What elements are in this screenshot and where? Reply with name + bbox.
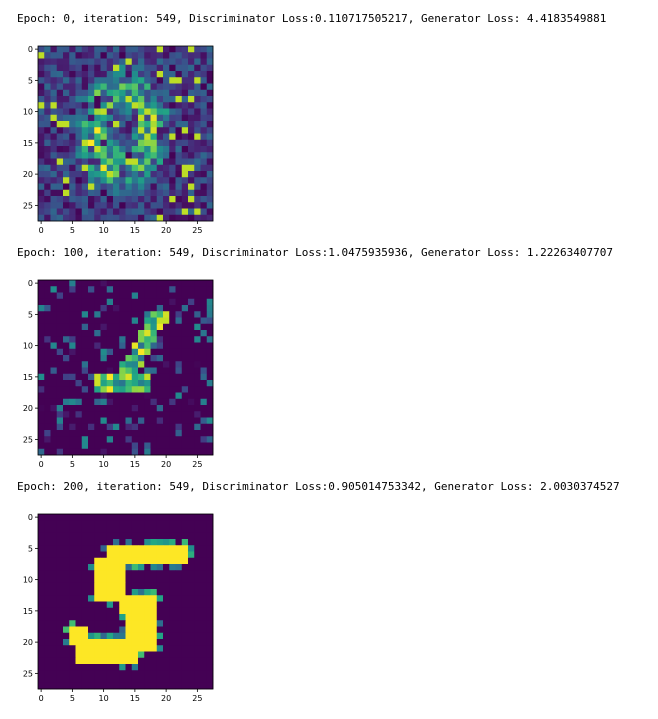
y-tick-label: 20 bbox=[23, 638, 33, 647]
plot-frame bbox=[37, 45, 214, 222]
generated-image-plot-epoch-0: 0 5 10 15 20 25 0 5 10 15 20 25 bbox=[23, 45, 214, 235]
x-tick-label: 5 bbox=[70, 460, 75, 469]
y-tick-label: 15 bbox=[23, 607, 33, 616]
y-tick-label: 15 bbox=[23, 373, 33, 382]
y-tick-label: 0 bbox=[28, 45, 33, 54]
y-tick-label: 20 bbox=[23, 170, 33, 179]
y-tick-label: 5 bbox=[28, 76, 33, 85]
x-tick-label: 15 bbox=[130, 460, 140, 469]
x-tick-label: 25 bbox=[192, 226, 202, 235]
log-line-epoch-0: Epoch: 0, iteration: 549, Discriminator … bbox=[17, 12, 607, 25]
y-tick-label: 25 bbox=[23, 669, 33, 678]
x-tick-label: 15 bbox=[130, 694, 140, 703]
x-tick-label: 0 bbox=[39, 694, 44, 703]
generated-image-plot-epoch-100: 0 5 10 15 20 25 0 5 10 15 20 25 bbox=[23, 279, 214, 469]
y-tick-label: 25 bbox=[23, 201, 33, 210]
x-tick-label: 10 bbox=[99, 694, 109, 703]
x-tick-label: 20 bbox=[161, 694, 171, 703]
y-tick-label: 25 bbox=[23, 435, 33, 444]
log-line-epoch-100: Epoch: 100, iteration: 549, Discriminato… bbox=[17, 246, 614, 259]
y-tick-label: 5 bbox=[28, 310, 33, 319]
log-line-epoch-200: Epoch: 200, iteration: 549, Discriminato… bbox=[17, 480, 620, 493]
heatmap-image bbox=[38, 280, 214, 456]
x-tick-label: 0 bbox=[39, 226, 44, 235]
plot-frame bbox=[37, 513, 214, 690]
x-tick-label: 20 bbox=[161, 460, 171, 469]
heatmap-image bbox=[38, 46, 214, 222]
x-tick-label: 25 bbox=[192, 694, 202, 703]
y-tick-label: 5 bbox=[28, 544, 33, 553]
x-tick-label: 10 bbox=[99, 460, 109, 469]
y-tick-label: 0 bbox=[28, 279, 33, 288]
y-tick-label: 10 bbox=[23, 108, 33, 117]
y-tick-label: 10 bbox=[23, 342, 33, 351]
x-tick-label: 10 bbox=[99, 226, 109, 235]
y-tick-label: 20 bbox=[23, 404, 33, 413]
plot-frame bbox=[37, 279, 214, 456]
x-tick-label: 5 bbox=[70, 694, 75, 703]
x-tick-label: 5 bbox=[70, 226, 75, 235]
x-tick-label: 25 bbox=[192, 460, 202, 469]
x-tick-label: 20 bbox=[161, 226, 171, 235]
heatmap-image bbox=[38, 514, 214, 690]
y-tick-label: 0 bbox=[28, 513, 33, 522]
x-tick-label: 0 bbox=[39, 460, 44, 469]
y-tick-label: 10 bbox=[23, 576, 33, 585]
x-tick-label: 15 bbox=[130, 226, 140, 235]
generated-image-plot-epoch-200: 0 5 10 15 20 25 0 5 10 15 20 25 bbox=[23, 513, 214, 703]
y-tick-label: 15 bbox=[23, 139, 33, 148]
